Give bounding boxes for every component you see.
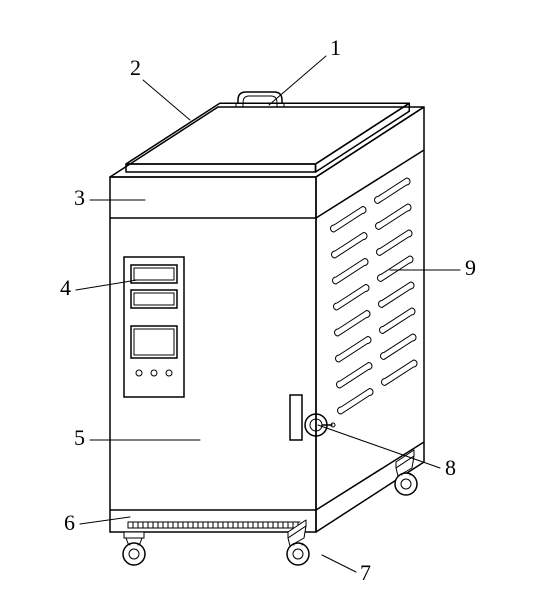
svg-text:7: 7 — [360, 560, 371, 585]
svg-text:1: 1 — [330, 35, 341, 60]
svg-text:4: 4 — [60, 275, 71, 300]
svg-text:3: 3 — [74, 185, 85, 210]
svg-text:9: 9 — [465, 255, 476, 280]
svg-text:6: 6 — [64, 510, 75, 535]
svg-text:5: 5 — [74, 425, 85, 450]
svg-text:8: 8 — [445, 455, 456, 480]
svg-text:2: 2 — [130, 55, 141, 80]
